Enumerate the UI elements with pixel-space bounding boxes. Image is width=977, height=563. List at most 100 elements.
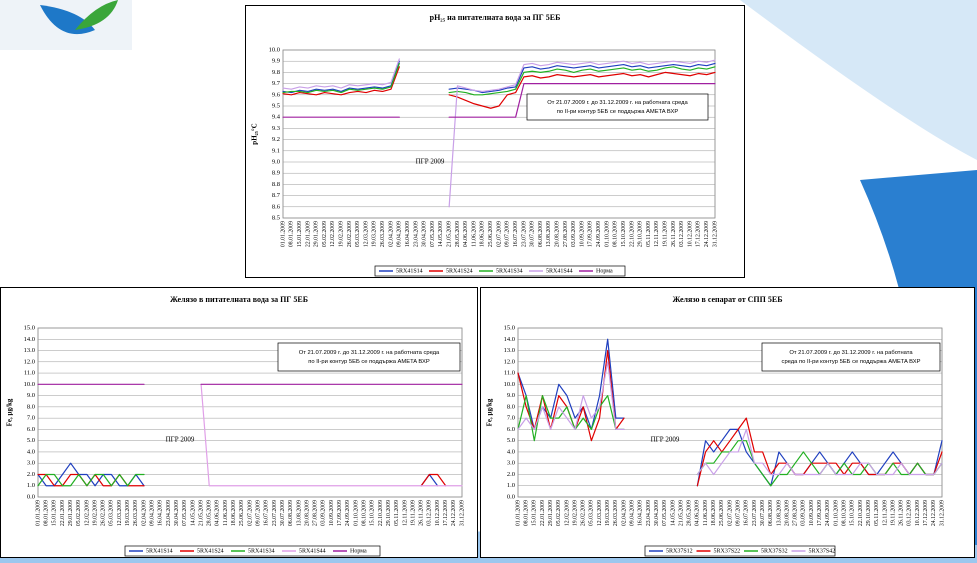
x-tick-label: 29.01.2009: [548, 500, 554, 526]
x-tick-label: 06.08.2009: [768, 500, 774, 526]
x-tick-label: 29.01.2009: [68, 500, 74, 526]
x-tick-label: 09.04.2009: [397, 221, 403, 247]
x-tick-label: 04.06.2009: [695, 500, 701, 526]
x-tick-label: 23.04.2009: [166, 500, 172, 526]
x-tick-label: 23.07.2009: [272, 500, 278, 526]
x-tick-label: 10.09.2009: [329, 500, 335, 526]
plot-area: [282, 49, 716, 219]
x-tick-label: 05.02.2009: [556, 500, 562, 526]
x-tick-label: 02.04.2009: [141, 500, 147, 526]
x-tick-label: 22.01.2009: [60, 500, 66, 526]
data-line: [200, 383, 463, 487]
x-tick-label: 15.10.2009: [370, 500, 376, 526]
y-tick-label: 14.0: [504, 336, 515, 343]
y-tick-label: 11.0: [24, 370, 35, 377]
x-tick-label: 22.01.2009: [305, 221, 311, 247]
legend-label: 5RX41S14: [146, 548, 173, 554]
legend-label: 5RX37S32: [761, 548, 788, 554]
background-swoosh: [740, 0, 977, 160]
x-tick-label: 26.03.2009: [133, 500, 139, 526]
x-tick-label: 27.08.2009: [563, 221, 569, 247]
x-tick-label: 02.07.2009: [727, 500, 733, 526]
x-tick-label: 12.02.2009: [564, 500, 570, 526]
y-tick-label: 3.0: [27, 460, 35, 467]
x-tick-label: 02.04.2009: [621, 500, 627, 526]
y-tick-label: 10.0: [504, 381, 515, 388]
x-tick-label: 15.10.2009: [621, 221, 627, 247]
y-tick-label: 1.0: [507, 482, 515, 489]
legend-label: Норма: [596, 268, 613, 274]
y-tick-label: 9.0: [507, 392, 515, 399]
x-tick-label: 13.08.2009: [296, 500, 302, 526]
x-tick-label: 19.02.2009: [572, 500, 578, 526]
data-line: [282, 58, 716, 208]
x-tick-label: 30.07.2009: [760, 500, 766, 526]
chart-title: Желязо в питателната вода за ПГ 5ЕБ: [170, 295, 308, 304]
y-tick-label: 5.0: [27, 437, 35, 444]
x-tick-label: 31.12.2009: [712, 221, 718, 247]
x-tick-label: 01.10.2009: [604, 221, 610, 247]
x-tick-label: 22.01.2009: [540, 500, 546, 526]
x-tick-label: 27.08.2009: [313, 500, 319, 526]
x-tick-label: 22.10.2009: [858, 500, 864, 526]
y-tick-label: 9.2: [272, 136, 280, 143]
y-tick-label: 9.9: [272, 58, 280, 65]
x-tick-label: 30.07.2009: [530, 221, 536, 247]
y-tick-label: 4.0: [27, 448, 35, 455]
legend-label: 5RX37S42: [809, 548, 836, 554]
y-tick-label: 7.0: [507, 415, 515, 422]
x-tick-label: 29.10.2009: [866, 500, 872, 526]
annotation: ПГР 2009: [416, 158, 445, 166]
x-tick-label: 03.09.2009: [571, 221, 577, 247]
y-tick-label: 1.0: [27, 482, 35, 489]
x-tick-label: 05.03.2009: [109, 500, 115, 526]
x-tick-label: 30.04.2009: [422, 221, 428, 247]
annotation: ПГР 2009: [166, 436, 195, 444]
y-tick-label: 15.0: [24, 324, 35, 331]
x-tick-label: 04.06.2009: [463, 221, 469, 247]
y-tick-label: 0.0: [27, 493, 35, 500]
x-tick-label: 29.10.2009: [386, 500, 392, 526]
x-tick-label: 03.09.2009: [801, 500, 807, 526]
x-tick-label: 11.06.2009: [223, 500, 229, 526]
x-tick-label: 19.03.2009: [372, 221, 378, 247]
x-tick-label: 10.09.2009: [809, 500, 815, 526]
x-tick-label: 20.08.2009: [554, 221, 560, 247]
x-tick-label: 23.07.2009: [752, 500, 758, 526]
x-tick-label: 22.10.2009: [378, 500, 384, 526]
y-tick-label: 3.0: [507, 460, 515, 467]
y-tick-label: 14.0: [24, 336, 35, 343]
x-tick-label: 26.11.2009: [671, 221, 677, 247]
x-tick-label: 03.12.2009: [679, 221, 685, 247]
x-tick-label: 06.08.2009: [538, 221, 544, 247]
x-tick-label: 19.11.2009: [410, 500, 416, 526]
y-axis-label: Fe, μg/kg: [486, 398, 494, 426]
x-tick-label: 13.08.2009: [546, 221, 552, 247]
x-tick-label: 17.09.2009: [337, 500, 343, 526]
legend-label: 5RX41S44: [299, 548, 326, 554]
y-tick-label: 8.8: [272, 181, 280, 188]
x-tick-label: 17.09.2009: [817, 500, 823, 526]
x-tick-label: 18.06.2009: [711, 500, 717, 526]
x-tick-label: 25.06.2009: [719, 500, 725, 526]
x-tick-label: 26.02.2009: [101, 500, 107, 526]
x-tick-label: 26.03.2009: [380, 221, 386, 247]
x-tick-label: 03.12.2009: [907, 500, 913, 526]
x-tick-label: 08.01.2009: [289, 221, 295, 247]
x-tick-label: 30.04.2009: [174, 500, 180, 526]
y-tick-label: 8.0: [27, 403, 35, 410]
x-tick-label: 08.10.2009: [613, 221, 619, 247]
x-tick-label: 26.11.2009: [899, 500, 905, 526]
x-tick-label: 19.03.2009: [125, 500, 131, 526]
x-tick-label: 24.09.2009: [596, 221, 602, 247]
y-tick-label: 8.7: [272, 192, 281, 199]
x-tick-label: 18.06.2009: [480, 221, 486, 247]
x-tick-label: 05.11.2009: [874, 500, 880, 526]
y-tick-label: 13.0: [504, 347, 515, 354]
data-line: [282, 62, 716, 96]
y-tick-label: 4.0: [507, 448, 515, 455]
x-tick-label: 05.11.2009: [394, 500, 400, 526]
y-tick-label: 9.4: [272, 114, 281, 121]
x-tick-label: 19.11.2009: [890, 500, 896, 526]
note-text: среда по II-ри контур 5ЕБ се поддържа AM…: [782, 359, 921, 365]
